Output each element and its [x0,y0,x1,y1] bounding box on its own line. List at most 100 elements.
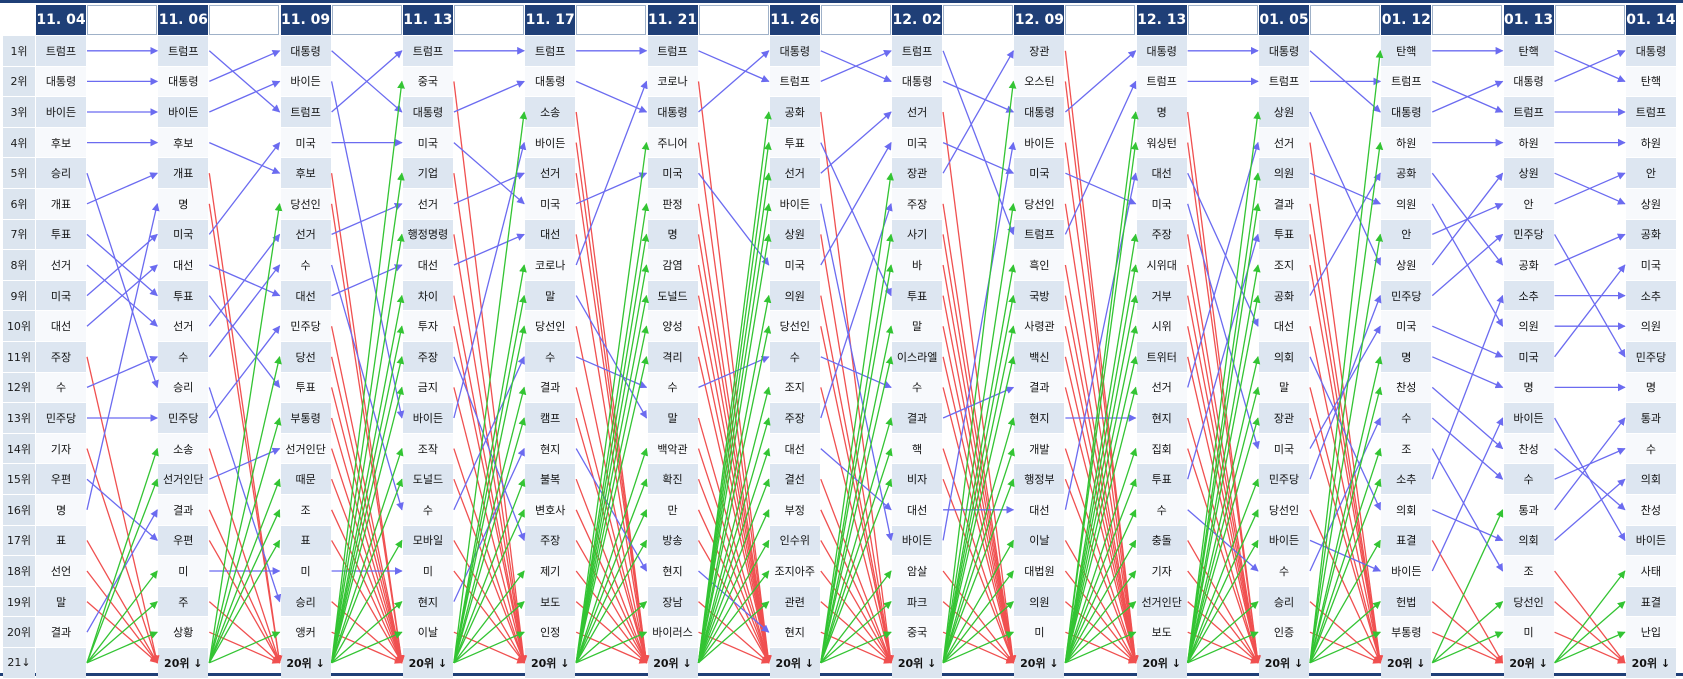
rank-entry-link [820,325,894,663]
keyword-cell: 대선 [525,219,576,250]
keyword-cell: 우편 [158,525,209,556]
rank-drop-link [208,509,281,664]
chart-top-border [0,0,1683,3]
rank-drop-link [1187,631,1259,664]
rank-move-link [820,50,892,83]
rank-entry-link [1431,509,1504,664]
keyword-cell: 흑인 [1014,250,1065,280]
rank-entry-link [575,203,650,663]
keyword-cell: 관련 [769,586,820,617]
keyword-cell: 의원 [769,280,820,311]
rank-move-link [820,356,892,389]
keyword-cell: 승리 [280,586,331,617]
rank-drop-link [331,631,403,664]
keyword-cell: 미국 [1503,342,1554,372]
rank-move-link [698,50,770,83]
rank-drop-link [453,478,526,664]
keyword-cell: 소추 [1381,464,1432,494]
rank-entry-link [697,111,772,663]
rank-drop-link [86,448,159,664]
keyword-cell: 트럼프 [1381,66,1432,97]
rank-entry-link [1187,294,1261,663]
keyword-cell: 의원 [1503,311,1554,341]
rank-move-link [1187,203,1260,450]
rank-entry-link [1554,631,1626,664]
rank-entry-link [1187,203,1261,663]
rank-drop-link [698,601,770,664]
rank-entry-link [820,233,894,663]
keyword-cell: 기업 [402,158,453,188]
rank-drop-link [1187,326,1261,664]
rank-drop-link [1309,417,1383,664]
rank-drop-link [1187,111,1261,664]
keyword-cell: 의회 [1381,495,1432,525]
keyword-cell: 백악관 [647,433,698,464]
keyword-cell: 결과 [892,403,943,433]
keyword-cell: 시위대 [1136,250,1187,280]
rank-move-link [575,80,648,266]
rank-entry-link [942,478,1015,664]
rank-entry-link [942,447,1015,664]
rank-entry-link [1064,570,1137,664]
rank-move-link [698,570,770,633]
rank-drop-link [575,631,648,664]
rank-drop-link [330,173,405,664]
keyword-cell: 상원 [1259,97,1309,127]
header-spacer [453,5,524,35]
keyword-cell: 장관 [1259,403,1309,433]
rank-move-link [575,172,648,205]
rank-entry-link [1309,539,1381,664]
rank-drop-link [820,570,892,664]
rank-entry-link [453,325,527,663]
rank-drop-link [942,234,1017,664]
rank-entry-link [575,141,650,663]
keyword-cell: 명 [1503,372,1554,403]
rank-entry-link [1064,325,1139,663]
keyword-cell: 당선인 [1259,495,1309,525]
rank-entry-link [942,570,1014,664]
rank-move-link [331,50,403,113]
rank-entry-link [453,570,525,664]
keyword-cell: 표 [280,525,331,556]
rank-label: 17위 [3,525,35,556]
rank-drop-link [1064,356,1138,664]
rank-move-link [942,141,1017,541]
rank-move-link [86,172,159,389]
date-header: 11. 04 [36,5,86,35]
rank-entry-link [575,294,650,663]
keyword-cell: 장관 [892,158,943,188]
rank-label: 11위 [3,342,35,372]
keyword-cell: 대통령 [36,66,86,97]
keyword-cell: 행정부 [1014,464,1065,494]
rank-move-link [575,295,648,419]
keyword-cell: 수 [402,495,453,525]
rank-entry-link [453,294,527,663]
rank-drop-link [820,478,893,664]
rank-move-link [697,172,770,266]
keyword-cell: 통과 [1625,403,1676,433]
rank-move-link [1065,172,1137,205]
keyword-cell: 선거 [892,97,943,127]
header-spacer [820,5,891,35]
keyword-cell: 대통령 [1136,36,1187,66]
rank-drop-link [698,631,770,664]
keyword-cell: 대선 [280,280,331,311]
rank-move-link [1432,325,1504,358]
keyword-cell: 차이 [402,280,453,311]
keyword-cell: 대통령 [647,97,698,127]
rank-move-link [453,447,525,602]
rank-entry-link [1064,111,1139,663]
rank-move-link [331,50,403,113]
keyword-cell: 상원 [1381,250,1432,280]
keyword-cell: 감염 [647,250,698,280]
rank-entry-link [330,356,405,663]
keyword-cell: 의원 [1625,311,1676,341]
rank-move-link [1554,233,1626,266]
date-header: 11. 26 [769,5,820,35]
keyword-cell: 주장 [36,342,86,372]
rank-drop-link [208,173,283,664]
rank-entry-link [942,417,1016,663]
rank-drop-link [1554,601,1626,664]
rank-move-link [1431,417,1504,480]
keyword-cell: 앵커 [280,617,331,647]
